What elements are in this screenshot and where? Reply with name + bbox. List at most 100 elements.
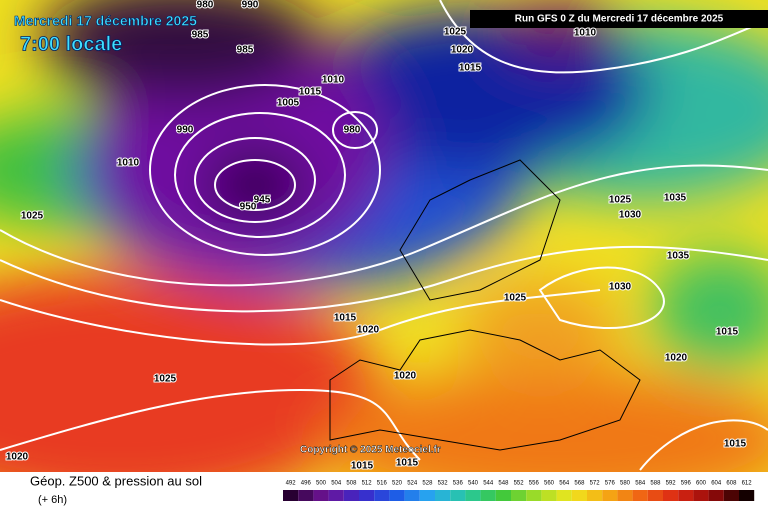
colorbar-label: 612 [742,481,753,487]
isobar-label: 1015 [334,313,357,324]
colorbar-swatch [617,490,633,501]
isobar-label: 1015 [716,327,739,338]
isobar-label: 1015 [459,63,482,74]
copyright: Copyright © 2025 Meteociel.fr [300,445,441,456]
colorbar-label: 532 [438,481,449,487]
colorbar-label: 492 [286,481,297,487]
colorbar-label: 600 [696,481,707,487]
isobar-label: 980 [344,125,361,136]
isobar-label: 1025 [444,27,467,38]
colorbar-label: 584 [635,481,646,487]
colorbar-swatch [511,490,527,501]
colorbar-swatch [678,490,694,501]
colorbar-swatch [313,490,329,501]
colorbar-label: 568 [574,481,585,487]
colorbar-swatch [571,490,587,501]
colorbar-swatch [419,490,435,501]
isobar-label: 1015 [396,458,419,469]
isobar-label: 1005 [277,98,300,109]
isobar-label: 1015 [724,439,747,450]
run-info: Run GFS 0 Z du Mercredi 17 décembre 2025 [515,14,724,25]
isobar-label: 1035 [664,193,687,204]
isobar-label: 1020 [6,452,29,463]
colorbar-swatch [283,490,299,501]
isobar-label: 1020 [394,371,417,382]
local-time: 7:00 locale [20,33,122,55]
isobar-label: 1030 [609,282,632,293]
isobar-label: 1020 [357,325,380,336]
colorbar-label: 604 [711,481,722,487]
colorbar-swatch [693,490,709,501]
colorbar-label: 552 [514,481,525,487]
isobar-label: 1025 [609,195,632,206]
colorbar-swatch [435,490,451,501]
colorbar-label: 592 [666,481,677,487]
colorbar-swatch [343,490,359,501]
colorbar-label: 516 [377,481,388,487]
colorbar-swatch [359,490,375,501]
isobar-label: 1010 [322,75,345,86]
colorbar-label: 608 [726,481,737,487]
isobar-label: 1015 [299,87,322,98]
isobar-label: 1030 [619,210,642,221]
colorbar-label: 588 [650,481,661,487]
colorbar-label: 544 [483,481,494,487]
isobar-label: 1025 [504,293,527,304]
forecast-lead: (+ 6h) [38,494,67,506]
colorbar-swatch [526,490,542,501]
isobar-label: 990 [177,125,194,136]
colorbar-label: 596 [681,481,692,487]
colorbar-swatch [602,490,618,501]
colorbar-label: 548 [498,481,509,487]
colorbar-swatch [647,490,663,501]
isobar-label: 1025 [154,374,177,385]
colorbar-label: 508 [346,481,357,487]
isobar-label: 985 [237,45,254,56]
colorbar-swatch [298,490,314,501]
colorbar-swatch [374,490,390,501]
isobar-label: 1025 [21,211,44,222]
footer-title: Géop. Z500 & pression au sol [30,473,202,488]
colorbar-swatch [632,490,648,501]
colorbar-label: 512 [362,481,373,487]
colorbar-swatch [465,490,481,501]
colorbar-swatch [404,490,420,501]
isobar-label: 1020 [451,45,474,56]
colorbar-swatch [480,490,496,501]
colorbar-swatch [739,490,755,501]
colorbar-swatch [389,490,405,501]
colorbar-label: 564 [559,481,570,487]
colorbar: 492 496 500 504 508 512 516 520 524 528 532 536 540 5… [283,481,755,501]
colorbar-label: 504 [331,481,342,487]
colorbar-label: 540 [468,481,479,487]
colorbar-swatch [450,490,466,501]
colorbar-label: 496 [301,481,312,487]
colorbar-label: 580 [620,481,631,487]
colorbar-swatch [328,490,344,501]
colorbar-label: 524 [407,481,418,487]
isobar-label: 1020 [665,353,688,364]
colorbar-label: 576 [605,481,616,487]
colorbar-label: 556 [529,481,540,487]
colorbar-label: 560 [544,481,555,487]
isobar-label: 1015 [351,461,374,472]
isobar-label: 985 [192,30,209,41]
colorbar-swatch [708,490,724,501]
colorbar-swatch [495,490,511,501]
isobar-label: 980 [197,0,214,11]
colorbar-swatch [587,490,603,501]
colorbar-swatch [541,490,557,501]
colorbar-label: 528 [422,481,433,487]
colorbar-swatch [663,490,679,501]
isobar-label: 1035 [667,251,690,262]
isobar-labels: 980 9909859851025102010151010101010151005… [5,0,748,472]
colorbar-label: 500 [316,481,327,487]
isobar-label: 1010 [574,28,597,39]
colorbar-swatch [723,490,739,501]
isobar-label: 1010 [117,158,140,169]
isobar-label: 950 [240,202,257,213]
forecast-date: Mercredi 17 décembre 2025 [14,13,197,29]
colorbar-label: 536 [453,481,464,487]
